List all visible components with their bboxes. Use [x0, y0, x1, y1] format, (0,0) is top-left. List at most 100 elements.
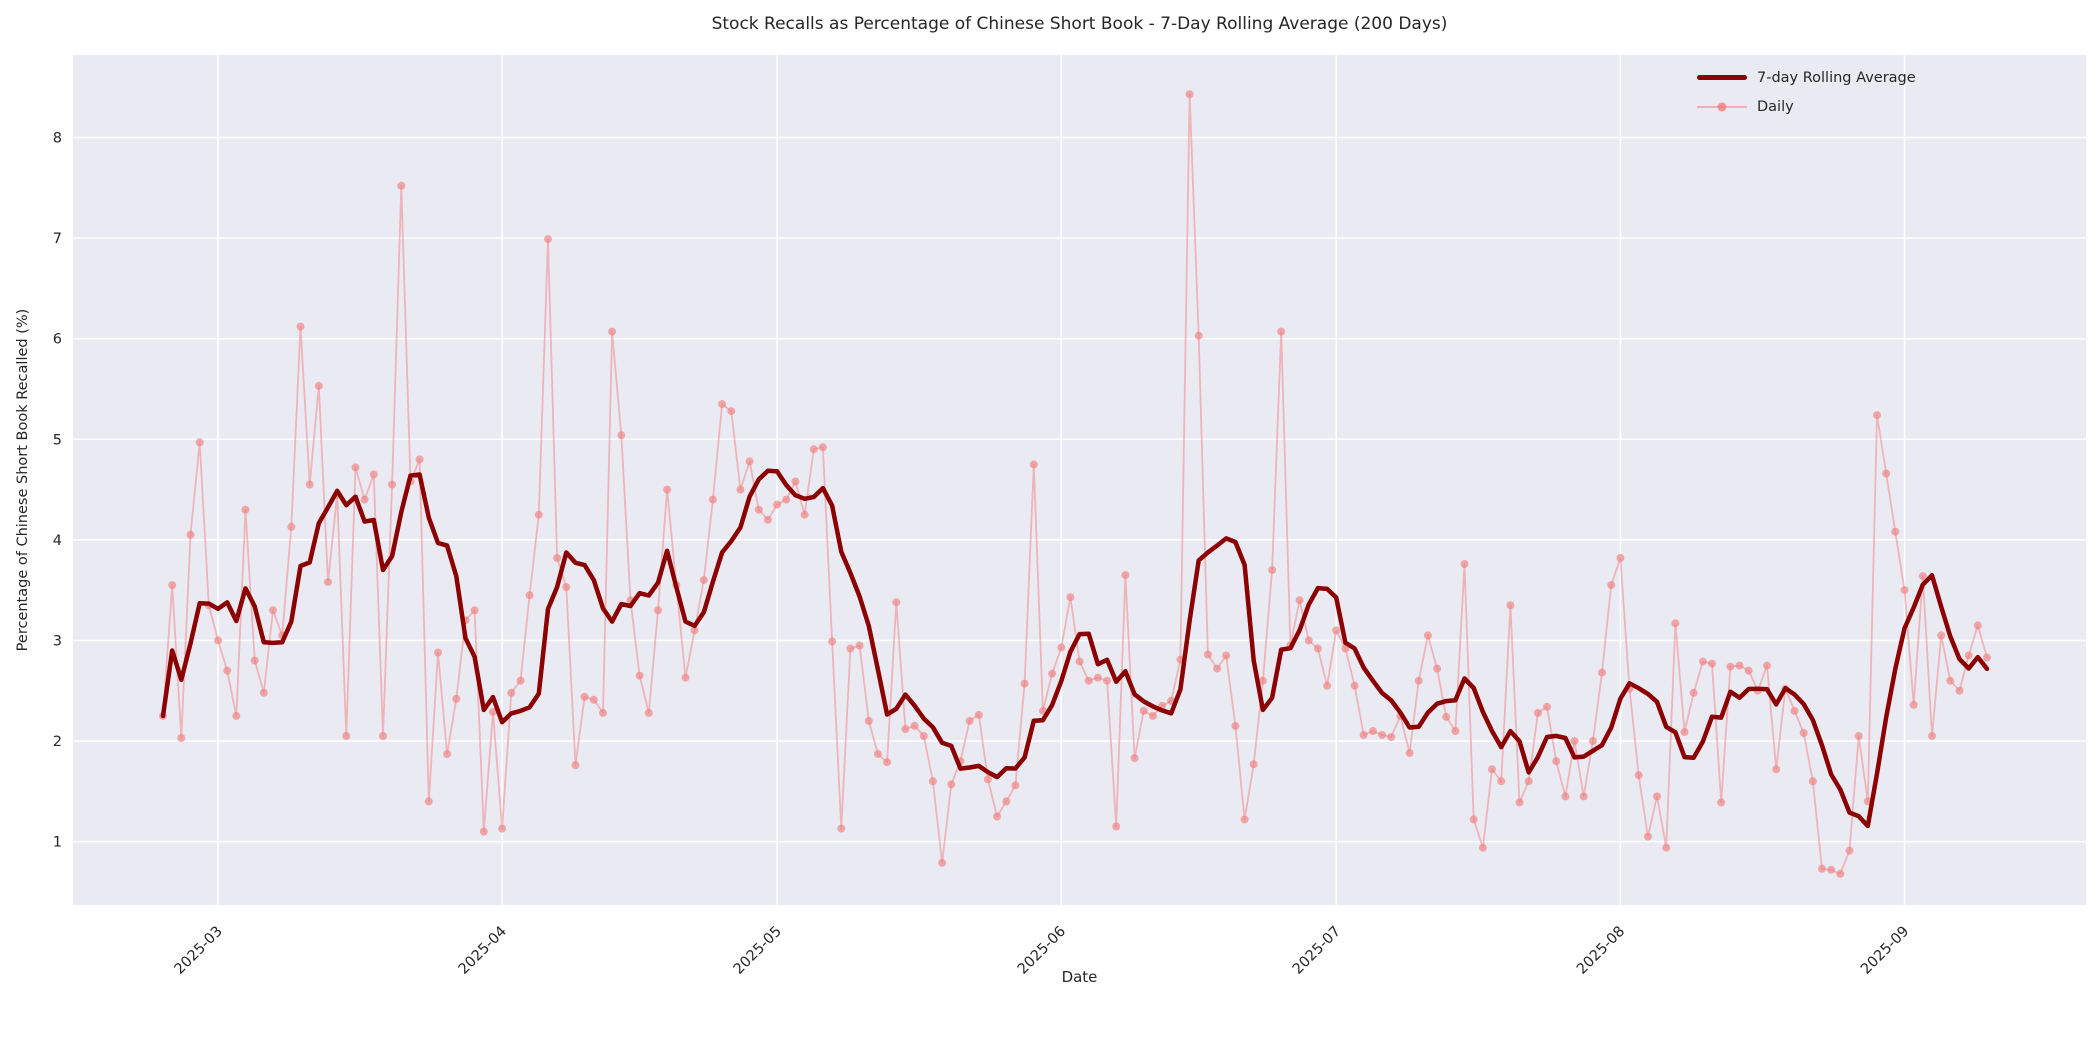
daily-marker	[241, 505, 250, 514]
daily-marker	[828, 637, 837, 646]
daily-marker	[544, 235, 552, 244]
y-tick-label: 1	[53, 835, 62, 851]
daily-marker	[351, 463, 360, 472]
daily-marker	[1946, 676, 1955, 685]
daily-marker	[617, 431, 626, 440]
daily-marker	[1249, 760, 1258, 769]
daily-marker	[1653, 792, 1661, 801]
daily-marker	[516, 676, 525, 685]
x-axis-label: Date	[1061, 968, 1098, 986]
daily-marker	[1552, 757, 1561, 766]
daily-marker	[1359, 731, 1368, 739]
daily-marker	[1973, 621, 1982, 630]
daily-marker	[562, 583, 571, 592]
daily-marker	[1717, 798, 1726, 807]
legend: 7-day Rolling Average Daily	[1697, 63, 1916, 121]
daily-marker	[415, 455, 424, 464]
daily-marker	[1121, 571, 1130, 580]
daily-marker	[443, 750, 452, 759]
daily-marker	[1258, 676, 1267, 685]
daily-marker	[983, 775, 992, 784]
y-tick-label: 5	[53, 432, 62, 448]
daily-marker	[928, 777, 937, 786]
daily-marker	[177, 734, 186, 742]
daily-marker	[1937, 631, 1946, 640]
daily-marker	[1103, 676, 1112, 685]
legend-label-rolling: 7-day Rolling Average	[1757, 69, 1916, 86]
daily-marker	[1387, 733, 1396, 741]
daily-marker	[1433, 664, 1442, 673]
daily-marker	[397, 181, 406, 190]
daily-marker	[369, 470, 378, 479]
daily-marker	[1873, 411, 1881, 420]
legend-item-daily: Daily	[1697, 92, 1916, 121]
daily-marker	[800, 510, 809, 519]
daily-marker	[232, 711, 241, 720]
daily-marker	[287, 522, 296, 531]
daily-marker	[305, 480, 314, 489]
daily-marker	[1983, 653, 1991, 662]
daily-marker	[1680, 728, 1689, 736]
daily-marker	[1506, 601, 1515, 610]
daily-marker	[1029, 460, 1038, 469]
daily-marker	[424, 797, 433, 806]
daily-marker	[727, 407, 736, 416]
daily-marker	[773, 500, 782, 509]
y-tick-label: 4	[53, 533, 62, 549]
daily-marker	[1772, 765, 1781, 774]
daily-marker	[1634, 771, 1643, 780]
daily-marker	[965, 716, 974, 725]
daily-marker	[1763, 661, 1771, 670]
daily-marker	[1533, 708, 1542, 717]
daily-marker	[1130, 754, 1139, 763]
daily-marker	[507, 688, 516, 697]
daily-marker	[1845, 846, 1854, 855]
daily-marker	[1854, 732, 1863, 740]
daily-marker	[1918, 572, 1927, 581]
daily-marker	[1075, 657, 1084, 666]
daily-marker	[1378, 731, 1387, 739]
daily-marker	[388, 480, 397, 489]
daily-marker	[681, 673, 690, 682]
daily-marker	[470, 606, 479, 615]
daily-marker	[479, 827, 488, 836]
daily-marker	[1277, 327, 1286, 336]
y-tick-label: 3	[53, 633, 62, 649]
daily-marker	[324, 578, 332, 587]
daily-marker	[654, 606, 662, 615]
daily-marker	[1313, 644, 1322, 653]
daily-marker	[837, 824, 846, 833]
daily-marker	[1799, 729, 1808, 737]
daily-marker	[883, 758, 892, 767]
daily-marker	[379, 732, 387, 740]
daily-marker	[195, 438, 204, 447]
daily-marker	[1735, 661, 1744, 670]
daily-marker	[791, 477, 800, 486]
daily-marker	[1139, 706, 1148, 715]
daily-marker	[864, 716, 873, 725]
daily-marker	[873, 750, 882, 759]
daily-marker	[1543, 702, 1551, 711]
daily-marker	[892, 598, 901, 607]
daily-marker	[690, 626, 699, 635]
daily-marker	[644, 708, 653, 717]
daily-marker	[1423, 631, 1432, 640]
daily-marker	[1093, 673, 1102, 682]
daily-marker	[214, 636, 222, 645]
daily-marker	[360, 495, 369, 504]
daily-marker	[1048, 669, 1057, 678]
daily-marker	[901, 725, 910, 733]
daily-marker	[974, 710, 983, 719]
daily-marker	[1368, 727, 1377, 735]
daily-marker	[1643, 832, 1652, 841]
daily-marker	[1323, 681, 1332, 690]
daily-marker	[1460, 560, 1469, 568]
daily-marker	[534, 510, 543, 519]
daily-marker	[1185, 90, 1194, 99]
rolling-line-swatch-icon	[1697, 75, 1747, 80]
daily-marker	[342, 732, 351, 740]
daily-marker	[186, 530, 195, 539]
daily-marker	[1588, 737, 1597, 745]
daily-marker	[608, 327, 617, 336]
